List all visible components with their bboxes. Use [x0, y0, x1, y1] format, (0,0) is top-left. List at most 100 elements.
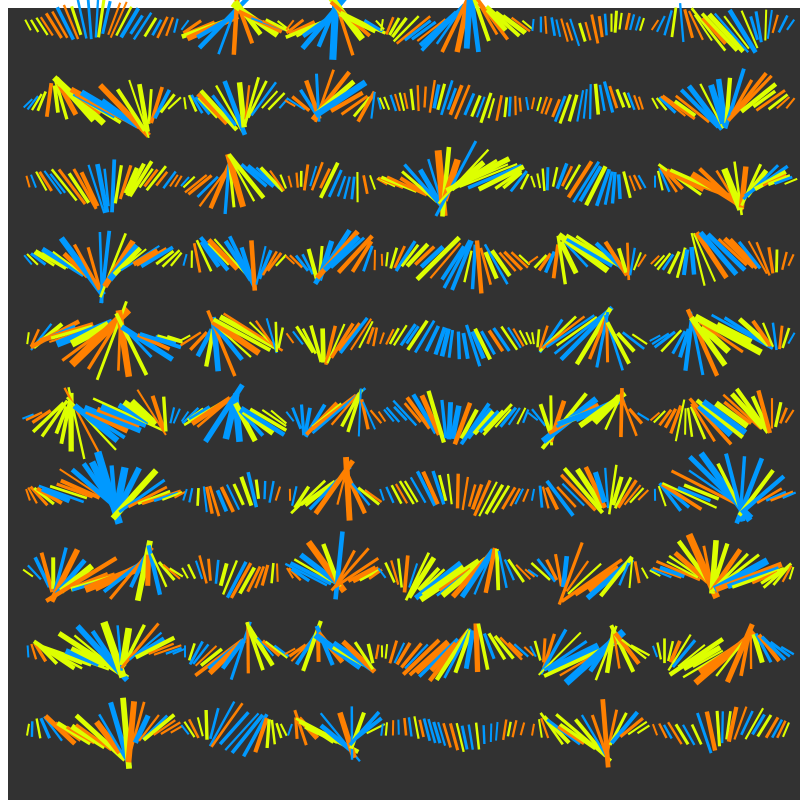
stroke: [359, 398, 370, 430]
stroke: [349, 318, 373, 351]
stroke: [632, 252, 642, 271]
stroke: [329, 90, 364, 113]
stroke: [628, 175, 637, 192]
stroke: [277, 327, 285, 349]
stroke: [287, 723, 293, 736]
stroke: [473, 479, 492, 517]
stroke: [418, 168, 442, 204]
stroke: [388, 17, 401, 36]
stroke: [653, 410, 666, 424]
stroke: [701, 16, 727, 45]
stroke: [470, 330, 486, 360]
stroke: [394, 483, 409, 504]
stroke: [667, 250, 681, 275]
stroke: [478, 481, 498, 517]
stroke: [250, 81, 278, 117]
stroke: [458, 163, 509, 187]
stroke: [769, 640, 791, 658]
stroke: [613, 10, 618, 33]
stroke: [143, 17, 158, 38]
stroke: [49, 484, 88, 500]
stroke: [530, 175, 536, 188]
stroke: [210, 321, 244, 362]
stroke: [22, 568, 34, 578]
stroke: [503, 97, 509, 118]
stroke: [196, 175, 219, 198]
stroke: [398, 92, 406, 112]
stroke: [153, 644, 182, 656]
stroke: [771, 322, 778, 351]
stroke: [406, 319, 429, 351]
stroke: [265, 18, 291, 34]
stroke: [507, 641, 524, 657]
stroke: [756, 389, 773, 434]
stroke: [137, 83, 150, 133]
stroke: [192, 242, 202, 273]
stroke: [628, 557, 634, 589]
stroke: [99, 232, 127, 298]
stroke: [375, 19, 385, 31]
stroke: [261, 639, 281, 657]
stroke: [50, 168, 78, 202]
stroke: [765, 490, 787, 502]
stroke: [130, 398, 158, 426]
stroke: [377, 567, 387, 579]
stroke: [418, 719, 425, 738]
stroke: [397, 558, 403, 588]
stroke: [706, 232, 747, 272]
stroke: [329, 322, 355, 359]
stroke: [400, 243, 420, 268]
stroke: [690, 723, 703, 745]
stroke: [723, 400, 753, 425]
stroke: [55, 6, 76, 41]
stroke: [403, 402, 422, 424]
stroke: [118, 248, 147, 272]
stroke: [26, 253, 39, 266]
stroke: [760, 568, 784, 585]
stroke: [398, 480, 415, 505]
stroke: [651, 645, 659, 658]
stroke: [473, 548, 495, 595]
stroke: [380, 723, 384, 736]
stroke: [715, 322, 753, 345]
stroke: [38, 170, 53, 192]
stroke: [287, 175, 293, 188]
stroke: [415, 235, 461, 282]
stroke: [454, 84, 471, 120]
stroke: [456, 331, 461, 360]
stroke: [87, 164, 106, 214]
stroke: [269, 169, 286, 192]
stroke: [603, 240, 629, 277]
stroke: [264, 640, 288, 659]
stroke: [754, 11, 763, 43]
stroke: [521, 19, 534, 30]
stroke: [616, 247, 629, 274]
stroke: [291, 485, 298, 507]
stroke: [503, 559, 515, 581]
stroke: [83, 404, 142, 434]
stroke: [340, 392, 362, 428]
stroke: [598, 84, 606, 112]
stroke: [590, 14, 600, 44]
stroke: [477, 2, 499, 36]
stroke: [62, 4, 80, 40]
stroke: [459, 548, 496, 599]
stroke: [293, 485, 311, 509]
stroke: [420, 3, 466, 52]
stroke: [519, 173, 530, 190]
stroke: [380, 18, 384, 32]
stroke: [395, 15, 432, 45]
stroke: [188, 640, 204, 666]
stroke: [572, 160, 601, 203]
stroke: [487, 98, 496, 119]
stroke: [708, 83, 727, 125]
stroke: [518, 329, 528, 346]
stroke: [289, 254, 304, 269]
stroke: [597, 15, 604, 38]
stroke: [132, 248, 159, 267]
stroke: [442, 722, 452, 748]
stroke: [119, 627, 133, 666]
stroke: [630, 644, 651, 657]
stroke: [560, 18, 569, 42]
